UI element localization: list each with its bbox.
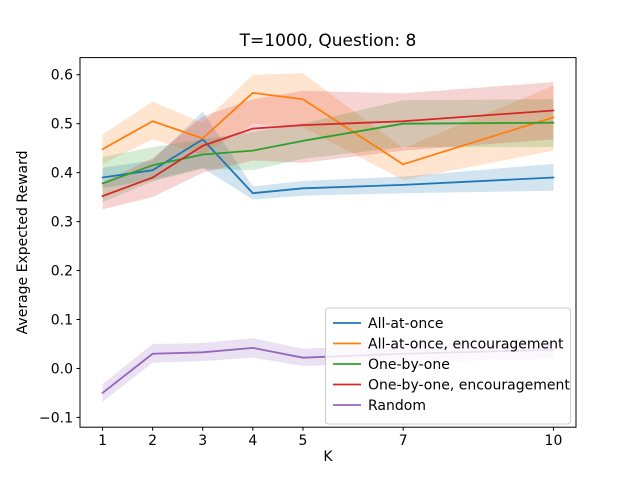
y-tick-label: 0.2 xyxy=(51,264,73,280)
legend: All-at-once All-at-once, encouragement One… xyxy=(325,307,571,425)
one-by-one-band xyxy=(102,99,554,203)
all-at-once-encouragement-line xyxy=(101,91,555,166)
y-tick-label: 0.3 xyxy=(51,215,73,231)
x-tick-label: 1 xyxy=(98,433,107,449)
all-at-once-band xyxy=(102,111,554,200)
legend-item: One-by-one xyxy=(333,357,450,373)
x-axis-label: K xyxy=(323,449,333,465)
all-at-once-line xyxy=(101,138,555,195)
y-tick-label: 0.1 xyxy=(51,313,73,329)
plot-border xyxy=(79,57,577,428)
y-axis-label: Average Expected Reward xyxy=(15,150,31,334)
x-tick-label: 3 xyxy=(198,433,207,449)
legend-label: One-by-one, encouragement xyxy=(368,378,570,394)
legend-label: All-at-once, encouragement xyxy=(368,337,564,353)
legend-item: Random xyxy=(333,398,426,414)
y-tick-label: 0.4 xyxy=(51,166,73,182)
legend-label: One-by-one xyxy=(368,357,450,373)
one-by-one-encouragement-line xyxy=(101,109,555,198)
x-tick-label: 7 xyxy=(399,433,408,449)
legend-item: All-at-once xyxy=(333,316,444,332)
legend-label: Random xyxy=(368,398,426,414)
x-tick-label: 4 xyxy=(248,433,257,449)
y-tick-label: 0.0 xyxy=(51,361,73,377)
legend-box xyxy=(325,307,571,425)
x-tick-label: 10 xyxy=(545,433,563,449)
x-tick-label: 5 xyxy=(298,433,307,449)
y-tick-label: −0.1 xyxy=(39,410,73,426)
chart-title: T=1000, Question: 8 xyxy=(239,31,417,51)
legend-label: All-at-once xyxy=(368,316,444,332)
x-tick-label: 2 xyxy=(148,433,157,449)
y-tick-label: 0.6 xyxy=(51,68,73,84)
legend-item: One-by-one, encouragement xyxy=(333,378,570,394)
legend-item: All-at-once, encouragement xyxy=(333,337,564,353)
one-by-one-encouragement-band xyxy=(102,82,554,210)
one-by-one-line xyxy=(101,121,555,185)
y-tick-label: 0.5 xyxy=(51,117,73,133)
